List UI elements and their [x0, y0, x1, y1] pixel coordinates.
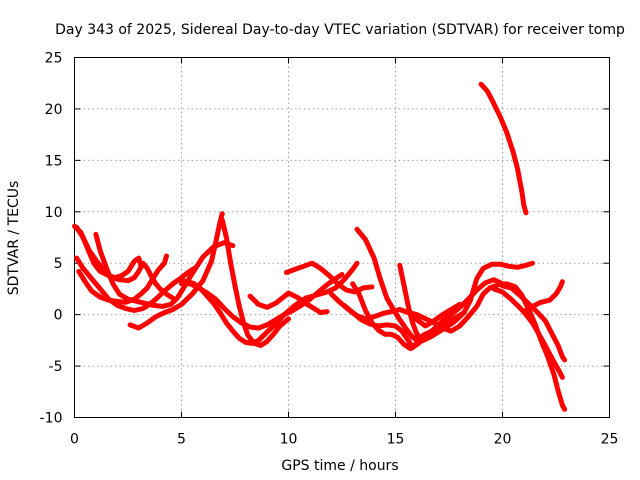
y-tick-label: 0: [54, 308, 63, 324]
x-axis-label: GPS time / hours: [281, 458, 398, 474]
plot-frame: [74, 57, 610, 418]
x-tick-label: 5: [177, 432, 186, 448]
x-tick-label: 25: [601, 432, 619, 448]
series-layer: [72, 81, 568, 412]
series-line-trace-5: [74, 224, 144, 281]
x-tick-label: 20: [494, 432, 512, 448]
y-tick-label: -5: [49, 359, 63, 375]
series-line-trace-7: [219, 217, 291, 348]
tick-layer: 0 5 10 15 20 25 -10 -5 0 5 10 15 20 25: [40, 51, 619, 448]
y-tick-label: -10: [40, 411, 63, 427]
series-line-trace-14: [350, 281, 433, 352]
x-tick-label: 0: [70, 432, 79, 448]
chart-title: Day 343 of 2025, Sidereal Day-to-day VTE…: [55, 22, 625, 38]
y-tick-label: 25: [45, 51, 63, 67]
series-line-trace-10: [247, 290, 330, 316]
grid-layer: [74, 57, 610, 418]
series-line-trace-1: [72, 223, 176, 301]
x-tick-label: 15: [387, 432, 405, 448]
series-line-trace-4: [93, 231, 236, 309]
y-tick-label: 20: [45, 102, 63, 118]
series-line-trace-11: [283, 260, 375, 295]
y-tick-label: 5: [54, 256, 63, 272]
series-line-trace-6: [127, 211, 225, 331]
series-line-trace-19: [500, 283, 568, 363]
series-line-trace-17: [405, 281, 568, 412]
series-line-trace-20: [521, 279, 565, 315]
series-line-trace-21: [478, 81, 529, 216]
y-tick-label: 15: [45, 153, 63, 169]
series-line-trace-15: [328, 291, 463, 329]
y-axis-label: SDTVAR / TECUs: [6, 181, 22, 296]
series-line-trace-16: [397, 260, 535, 343]
series-line-trace-18: [491, 286, 565, 380]
x-tick-label: 10: [280, 432, 298, 448]
series-line-trace-9: [179, 272, 345, 331]
y-tick-label: 10: [45, 205, 63, 221]
series-line-trace-2: [74, 255, 197, 313]
